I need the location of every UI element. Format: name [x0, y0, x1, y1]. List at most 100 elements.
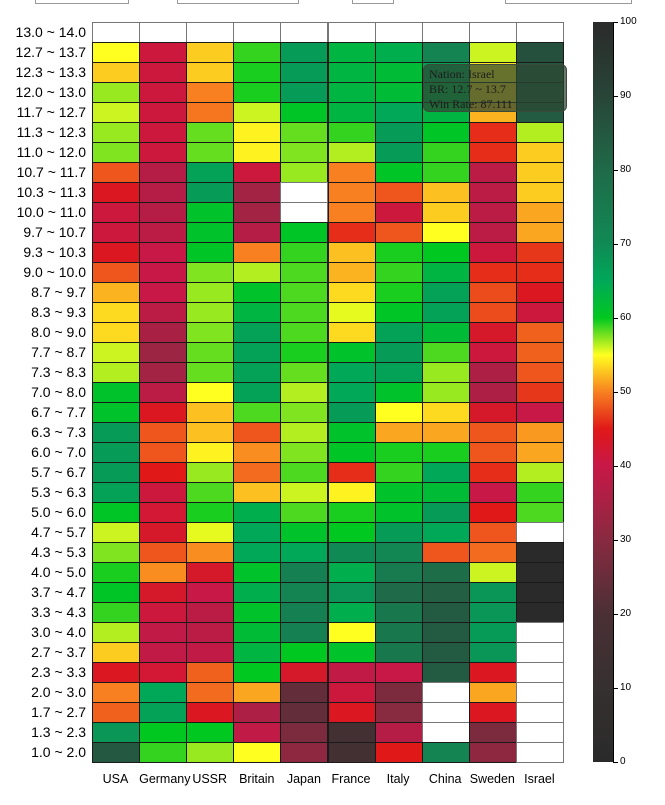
heatmap-cell-israel-27[interactable]	[515, 562, 564, 583]
heatmap-cell-sweden-0[interactable]	[468, 22, 517, 43]
heatmap-cell-usa-26[interactable]	[92, 542, 141, 563]
heatmap-cell-usa-6[interactable]	[92, 142, 141, 163]
heatmap-cell-sweden-12[interactable]	[468, 262, 517, 283]
heatmap-cell-usa-32[interactable]	[92, 662, 141, 683]
heatmap-cell-israel-16[interactable]	[515, 342, 564, 363]
heatmap-cell-italy-3[interactable]	[374, 82, 423, 103]
heatmap-cell-france-25[interactable]	[327, 522, 376, 543]
heatmap-cell-italy-27[interactable]	[374, 562, 423, 583]
heatmap-cell-usa-24[interactable]	[92, 502, 141, 523]
heatmap-cell-germany-9[interactable]	[139, 202, 188, 223]
heatmap-cell-japan-14[interactable]	[280, 302, 329, 323]
heatmap-cell-japan-28[interactable]	[280, 582, 329, 603]
heatmap-cell-sweden-21[interactable]	[468, 442, 517, 463]
heatmap-cell-japan-30[interactable]	[280, 622, 329, 643]
heatmap-cell-italy-21[interactable]	[374, 442, 423, 463]
heatmap-cell-sweden-24[interactable]	[468, 502, 517, 523]
heatmap-cell-ussr-13[interactable]	[186, 282, 235, 303]
heatmap-cell-britain-27[interactable]	[233, 562, 282, 583]
heatmap-cell-usa-12[interactable]	[92, 262, 141, 283]
heatmap-cell-japan-8[interactable]	[280, 182, 329, 203]
heatmap-cell-china-0[interactable]	[421, 22, 470, 43]
heatmap-cell-japan-11[interactable]	[280, 242, 329, 263]
heatmap-cell-israel-6[interactable]	[515, 142, 564, 163]
heatmap-cell-israel-15[interactable]	[515, 322, 564, 343]
heatmap-cell-ussr-15[interactable]	[186, 322, 235, 343]
heatmap-cell-sweden-1[interactable]	[468, 42, 517, 63]
heatmap-cell-usa-13[interactable]	[92, 282, 141, 303]
heatmap-cell-ussr-4[interactable]	[186, 102, 235, 123]
heatmap-cell-sweden-16[interactable]	[468, 342, 517, 363]
heatmap-cell-japan-16[interactable]	[280, 342, 329, 363]
heatmap-cell-usa-11[interactable]	[92, 242, 141, 263]
heatmap-cell-israel-18[interactable]	[515, 382, 564, 403]
heatmap-cell-britain-3[interactable]	[233, 82, 282, 103]
heatmap-cell-germany-6[interactable]	[139, 142, 188, 163]
heatmap-cell-germany-15[interactable]	[139, 322, 188, 343]
heatmap-cell-sweden-20[interactable]	[468, 422, 517, 443]
heatmap-cell-italy-24[interactable]	[374, 502, 423, 523]
heatmap-cell-japan-12[interactable]	[280, 262, 329, 283]
heatmap-cell-israel-32[interactable]	[515, 662, 564, 683]
heatmap-cell-britain-1[interactable]	[233, 42, 282, 63]
heatmap-cell-china-22[interactable]	[421, 462, 470, 483]
heatmap-cell-sweden-31[interactable]	[468, 642, 517, 663]
heatmap-cell-britain-24[interactable]	[233, 502, 282, 523]
heatmap-cell-italy-10[interactable]	[374, 222, 423, 243]
heatmap-cell-germany-25[interactable]	[139, 522, 188, 543]
heatmap-cell-france-7[interactable]	[327, 162, 376, 183]
heatmap-cell-china-19[interactable]	[421, 402, 470, 423]
heatmap-cell-sweden-6[interactable]	[468, 142, 517, 163]
heatmap-cell-ussr-29[interactable]	[186, 602, 235, 623]
heatmap-cell-ussr-7[interactable]	[186, 162, 235, 183]
heatmap-cell-japan-13[interactable]	[280, 282, 329, 303]
heatmap-cell-germany-26[interactable]	[139, 542, 188, 563]
heatmap-cell-ussr-5[interactable]	[186, 122, 235, 143]
heatmap-cell-china-27[interactable]	[421, 562, 470, 583]
heatmap-cell-italy-33[interactable]	[374, 682, 423, 703]
heatmap-cell-usa-29[interactable]	[92, 602, 141, 623]
heatmap-cell-britain-22[interactable]	[233, 462, 282, 483]
heatmap-cell-germany-4[interactable]	[139, 102, 188, 123]
heatmap-cell-ussr-20[interactable]	[186, 422, 235, 443]
heatmap-cell-usa-2[interactable]	[92, 62, 141, 83]
heatmap-cell-china-28[interactable]	[421, 582, 470, 603]
heatmap-cell-china-18[interactable]	[421, 382, 470, 403]
heatmap-cell-france-27[interactable]	[327, 562, 376, 583]
heatmap-cell-sweden-7[interactable]	[468, 162, 517, 183]
heatmap-cell-usa-19[interactable]	[92, 402, 141, 423]
heatmap-cell-germany-28[interactable]	[139, 582, 188, 603]
heatmap-cell-sweden-18[interactable]	[468, 382, 517, 403]
heatmap-cell-sweden-22[interactable]	[468, 462, 517, 483]
heatmap-cell-usa-16[interactable]	[92, 342, 141, 363]
heatmap-cell-japan-15[interactable]	[280, 322, 329, 343]
heatmap-cell-italy-12[interactable]	[374, 262, 423, 283]
heatmap-cell-usa-15[interactable]	[92, 322, 141, 343]
heatmap-cell-france-3[interactable]	[327, 82, 376, 103]
heatmap-cell-china-6[interactable]	[421, 142, 470, 163]
heatmap-cell-britain-30[interactable]	[233, 622, 282, 643]
heatmap-cell-japan-36[interactable]	[280, 742, 329, 763]
heatmap-cell-israel-31[interactable]	[515, 642, 564, 663]
heatmap-cell-france-4[interactable]	[327, 102, 376, 123]
heatmap-cell-israel-24[interactable]	[515, 502, 564, 523]
heatmap-cell-china-36[interactable]	[421, 742, 470, 763]
heatmap-cell-britain-13[interactable]	[233, 282, 282, 303]
heatmap-cell-italy-28[interactable]	[374, 582, 423, 603]
heatmap-cell-japan-17[interactable]	[280, 362, 329, 383]
heatmap-cell-japan-7[interactable]	[280, 162, 329, 183]
heatmap-cell-ussr-17[interactable]	[186, 362, 235, 383]
top-control-4[interactable]	[505, 0, 632, 4]
heatmap-cell-japan-10[interactable]	[280, 222, 329, 243]
heatmap-cell-germany-18[interactable]	[139, 382, 188, 403]
heatmap-cell-italy-4[interactable]	[374, 102, 423, 123]
heatmap-cell-germany-24[interactable]	[139, 502, 188, 523]
heatmap-cell-usa-10[interactable]	[92, 222, 141, 243]
heatmap-cell-france-26[interactable]	[327, 542, 376, 563]
heatmap-cell-usa-33[interactable]	[92, 682, 141, 703]
heatmap-cell-japan-6[interactable]	[280, 142, 329, 163]
heatmap-cell-usa-9[interactable]	[92, 202, 141, 223]
heatmap-cell-britain-20[interactable]	[233, 422, 282, 443]
heatmap-cell-ussr-1[interactable]	[186, 42, 235, 63]
heatmap-cell-japan-3[interactable]	[280, 82, 329, 103]
